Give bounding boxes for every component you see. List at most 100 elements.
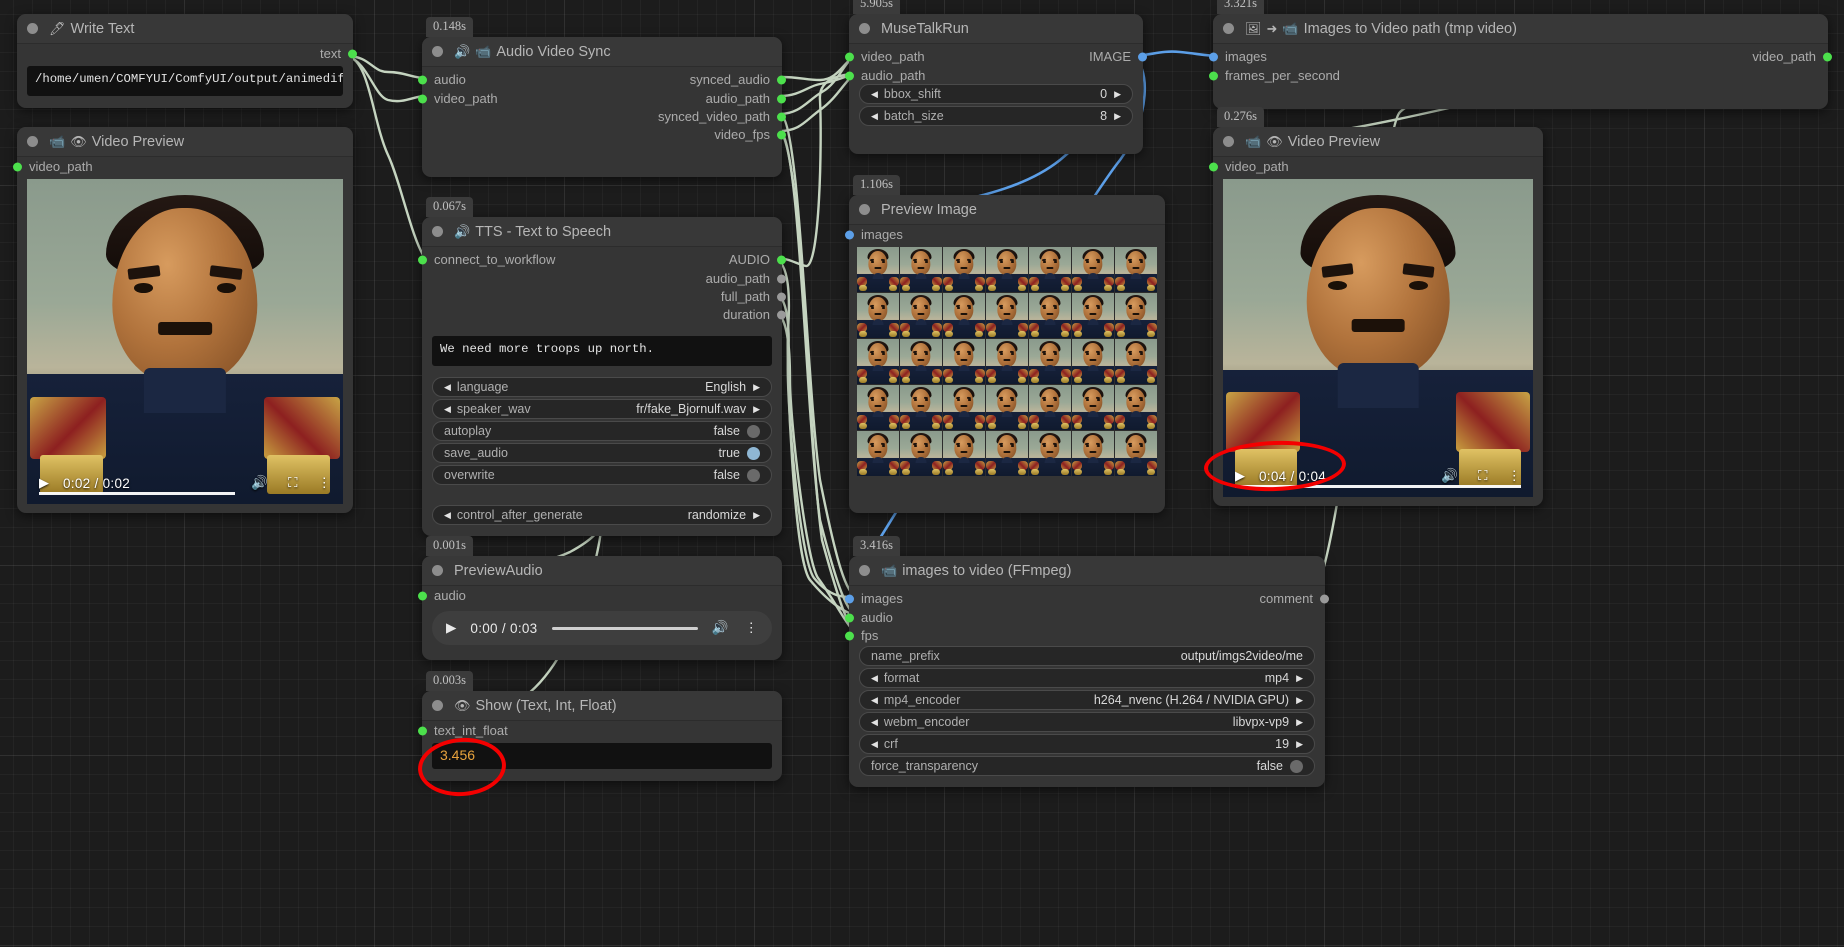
node-title-bar[interactable]: 👁 Show (Text, Int, Float) <box>422 691 782 721</box>
output-slot-duration[interactable]: duration <box>422 305 786 324</box>
preview-image-cell[interactable] <box>857 431 899 476</box>
chevron-left-icon[interactable]: ◀ <box>871 110 878 121</box>
output-slot-audio[interactable]: AUDIO <box>422 250 786 269</box>
output-slot-synced-video-path[interactable]: synced_video_path <box>422 107 786 126</box>
node-title-bar[interactable]: 🔊 📹 Audio Video Sync <box>422 37 782 67</box>
collapse-toggle-icon[interactable] <box>27 136 38 147</box>
output-slot-full-path[interactable]: full_path <box>422 287 786 306</box>
input-slot-images[interactable]: images <box>845 589 1325 608</box>
widget-format[interactable]: ◀ format mp4 ▶ <box>859 668 1315 688</box>
volume-icon[interactable]: 🔊 <box>251 475 269 490</box>
output-slot-image[interactable]: IMAGE <box>849 47 1147 66</box>
preview-image-cell[interactable] <box>1072 339 1114 384</box>
output-slot-audio-path[interactable]: audio_path <box>422 269 786 288</box>
input-slot-images[interactable]: images <box>845 225 1165 244</box>
fullscreen-icon[interactable]: ⛶ <box>288 475 298 490</box>
slot-dot-grey[interactable] <box>777 292 786 301</box>
output-slot-audio-path[interactable]: audio_path <box>422 89 786 108</box>
play-icon[interactable]: ▶ <box>446 620 457 635</box>
chevron-right-icon[interactable]: ▶ <box>1296 738 1303 749</box>
preview-image-cell[interactable] <box>1072 431 1114 476</box>
input-slot-connect-to-workflow[interactable]: connect_to_workflow <box>418 250 782 269</box>
input-slot-video-path[interactable]: video_path <box>418 89 782 108</box>
node-video-preview-right[interactable]: 0.276s 📹 👁 Video Preview video_path <box>1209 107 1543 506</box>
preview-image-cell[interactable] <box>1115 339 1157 384</box>
slot-dot-green[interactable] <box>418 255 427 264</box>
video-controls[interactable]: ▶ 0:02 / 0:02 🔊 ⛶ ⋮ <box>27 462 343 504</box>
chevron-left-icon[interactable]: ◀ <box>444 509 451 520</box>
widget-language[interactable]: ◀ language English ▶ <box>432 377 772 397</box>
preview-image-cell[interactable] <box>1029 339 1071 384</box>
preview-image-cell[interactable] <box>1072 385 1114 430</box>
widget-name-prefix[interactable]: name_prefix output/imgs2video/me <box>859 646 1315 666</box>
more-options-icon[interactable]: ⋮ <box>744 620 759 635</box>
widget-autoplay[interactable]: autoplay false <box>432 421 772 441</box>
preview-image-cell[interactable] <box>1029 293 1071 338</box>
input-slot-audio[interactable]: audio <box>418 70 782 89</box>
node-title-bar[interactable]: PreviewAudio <box>422 556 782 586</box>
input-slot-video-path[interactable]: video_path <box>1209 157 1543 176</box>
chevron-right-icon[interactable]: ▶ <box>753 509 760 520</box>
widget-webm-encoder[interactable]: ◀ webm_encoder libvpx-vp9 ▶ <box>859 712 1315 732</box>
preview-image-cell[interactable] <box>943 247 985 292</box>
preview-image-cell[interactable] <box>900 293 942 338</box>
audio-progress-bar[interactable] <box>551 626 698 630</box>
slot-dot-green[interactable] <box>348 49 357 58</box>
chevron-left-icon[interactable]: ◀ <box>871 88 878 99</box>
video-progress-bar[interactable] <box>1235 485 1521 488</box>
node-preview-audio[interactable]: 0.001s PreviewAudio audio ▶ 0:00 / 0:03 … <box>418 536 782 660</box>
output-slot-video-fps[interactable]: video_fps <box>422 125 786 144</box>
output-slot-video-path[interactable]: video_path <box>1213 47 1832 66</box>
toggle-switch[interactable] <box>747 424 760 438</box>
input-slot-text-int-float[interactable]: text_int_float <box>418 721 782 740</box>
preview-image-cell[interactable] <box>857 339 899 384</box>
input-slot-images[interactable]: images <box>1209 47 1828 66</box>
chevron-right-icon[interactable]: ▶ <box>753 381 760 392</box>
widget-crf[interactable]: ◀ crf 19 ▶ <box>859 734 1315 754</box>
slot-dot-green[interactable] <box>418 591 427 600</box>
slot-dot-blue[interactable] <box>845 230 854 239</box>
preview-image-cell[interactable] <box>943 339 985 384</box>
slot-dot-green[interactable] <box>777 75 786 84</box>
chevron-left-icon[interactable]: ◀ <box>444 403 451 414</box>
slot-dot-green[interactable] <box>1209 71 1218 80</box>
preview-image-cell[interactable] <box>1072 293 1114 338</box>
chevron-left-icon[interactable]: ◀ <box>871 672 878 683</box>
preview-image-cell[interactable] <box>900 247 942 292</box>
preview-image-cell[interactable] <box>986 385 1028 430</box>
chevron-right-icon[interactable]: ▶ <box>1296 694 1303 705</box>
collapse-toggle-icon[interactable] <box>859 23 870 34</box>
fullscreen-icon[interactable]: ⛶ <box>1478 468 1488 483</box>
slot-dot-green[interactable] <box>845 52 854 61</box>
preview-image-cell[interactable] <box>1029 247 1071 292</box>
preview-image-cell[interactable] <box>900 385 942 430</box>
video-player-right[interactable]: ▶ 0:04 / 0:04 🔊 ⛶ ⋮ <box>1223 179 1533 497</box>
input-slot-fps[interactable]: fps <box>845 626 1325 645</box>
node-write-text[interactable]: 🖊 Write Text text /home/umen/COMFYUI/Com… <box>17 14 357 108</box>
slot-dot-green[interactable] <box>777 130 786 139</box>
play-icon[interactable]: ▶ <box>39 475 49 490</box>
node-images-to-video-path[interactable]: 3.321s 🖼 ➜ 📹 Images to Video path (tmp v… <box>1209 0 1832 109</box>
video-progress-bar[interactable] <box>39 492 235 495</box>
slot-dot-green[interactable] <box>777 94 786 103</box>
output-slot-synced-audio[interactable]: synced_audio <box>422 70 786 89</box>
chevron-left-icon[interactable]: ◀ <box>871 694 878 705</box>
widget-save-audio[interactable]: save_audio true <box>432 443 772 463</box>
video-player-left[interactable]: ▶ 0:02 / 0:02 🔊 ⛶ ⋮ <box>27 179 343 504</box>
widget-batch-size[interactable]: ◀ batch_size 8 ▶ <box>859 106 1133 126</box>
chevron-right-icon[interactable]: ▶ <box>1114 88 1121 99</box>
slot-dot-green[interactable] <box>845 613 854 622</box>
preview-image-cell[interactable] <box>1029 431 1071 476</box>
collapse-toggle-icon[interactable] <box>859 204 870 215</box>
preview-image-cell[interactable] <box>857 385 899 430</box>
collapse-toggle-icon[interactable] <box>1223 23 1234 34</box>
node-preview-image[interactable]: 1.106s Preview Image images <box>845 175 1165 513</box>
output-slot-comment[interactable]: comment <box>849 589 1329 608</box>
input-slot-video-path[interactable]: video_path <box>845 47 1143 66</box>
text-value-field[interactable]: /home/umen/COMFYUI/ComfyUI/output/animed… <box>27 66 343 96</box>
preview-image-cell[interactable] <box>943 293 985 338</box>
slot-dot-green[interactable] <box>418 94 427 103</box>
node-audio-video-sync[interactable]: 0.148s 🔊 📹 Audio Video Sync audio video_… <box>418 17 786 177</box>
more-options-icon[interactable]: ⋮ <box>317 475 332 490</box>
